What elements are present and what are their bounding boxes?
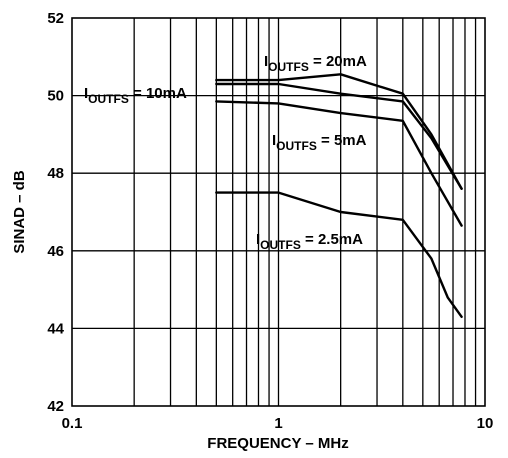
annotation-10ma-sub: OUTFS: [88, 92, 129, 106]
tick-labels: 0.1 1 10 42 44 46 48 50 52: [47, 10, 493, 432]
x-tick-label-1: 1: [274, 415, 282, 432]
y-tick-label-48: 48: [47, 165, 64, 182]
annotation-2-5ma-rest: = 2.5mA: [301, 231, 363, 248]
y-tick-label-52: 52: [47, 10, 64, 27]
annotation-5ma-main: I: [272, 132, 276, 149]
y-tick-label-50: 50: [47, 88, 64, 105]
y-axis-label: SINAD – dB: [11, 170, 28, 254]
series-line-2: [215, 100, 463, 227]
annotation-10ma: IOUTFS = 10mA: [84, 85, 187, 106]
annotations: IOUTFS = 20mA IOUTFS = 10mA IOUTFS = 5mA…: [84, 53, 367, 252]
x-tick-label-10: 10: [477, 415, 494, 432]
annotation-2-5ma: IOUTFS = 2.5mA: [256, 231, 363, 252]
series-group: [215, 73, 463, 318]
annotation-20ma-sub: OUTFS: [268, 60, 309, 74]
annotation-5ma-sub: OUTFS: [276, 139, 317, 153]
annotation-20ma: IOUTFS = 20mA: [264, 53, 367, 74]
y-tick-label-46: 46: [47, 243, 64, 260]
annotation-10ma-rest: = 10mA: [129, 85, 187, 102]
annotation-20ma-rest: = 20mA: [309, 53, 367, 70]
annotation-10ma-main: I: [84, 85, 88, 102]
annotation-5ma-rest: = 5mA: [317, 132, 367, 149]
series-line-1: [215, 82, 463, 190]
grid: [72, 18, 485, 406]
y-tick-label-44: 44: [47, 320, 64, 337]
y-tick-label-42: 42: [47, 398, 64, 415]
annotation-2-5ma-sub: OUTFS: [260, 238, 301, 252]
x-tick-label-0_1: 0.1: [62, 415, 83, 432]
series-line-0: [215, 73, 463, 190]
annotation-5ma: IOUTFS = 5mA: [272, 132, 367, 153]
plot-frame: [71, 17, 486, 407]
annotation-20ma-main: I: [264, 53, 268, 70]
series-line-3: [215, 191, 463, 318]
annotation-2-5ma-main: I: [256, 231, 260, 248]
x-axis-label: FREQUENCY – MHz: [207, 435, 348, 452]
